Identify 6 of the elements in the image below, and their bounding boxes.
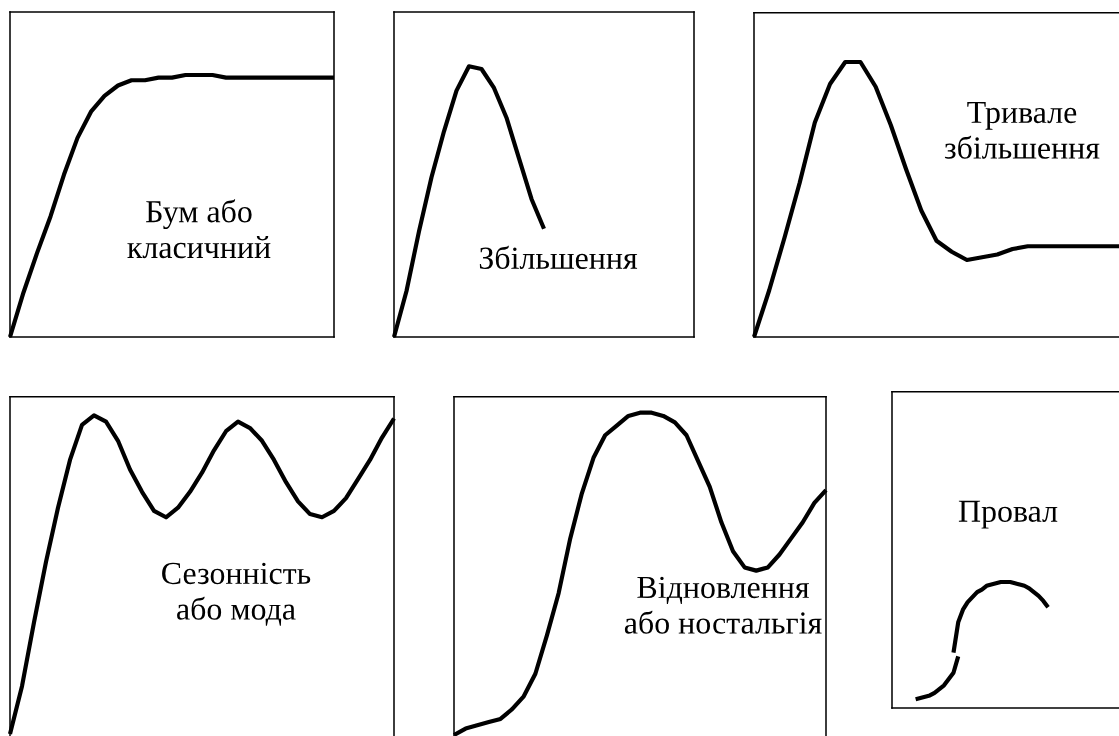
annotation: Відновлення або ностальгія xyxy=(624,576,822,634)
annotation: Збільшення xyxy=(479,245,638,269)
annotation: Бум або класичний xyxy=(127,199,271,259)
annotation: Тривале збільшення xyxy=(944,101,1100,159)
annotation: Сезонність або мода xyxy=(162,562,311,626)
text: Провал xyxy=(958,500,1058,529)
